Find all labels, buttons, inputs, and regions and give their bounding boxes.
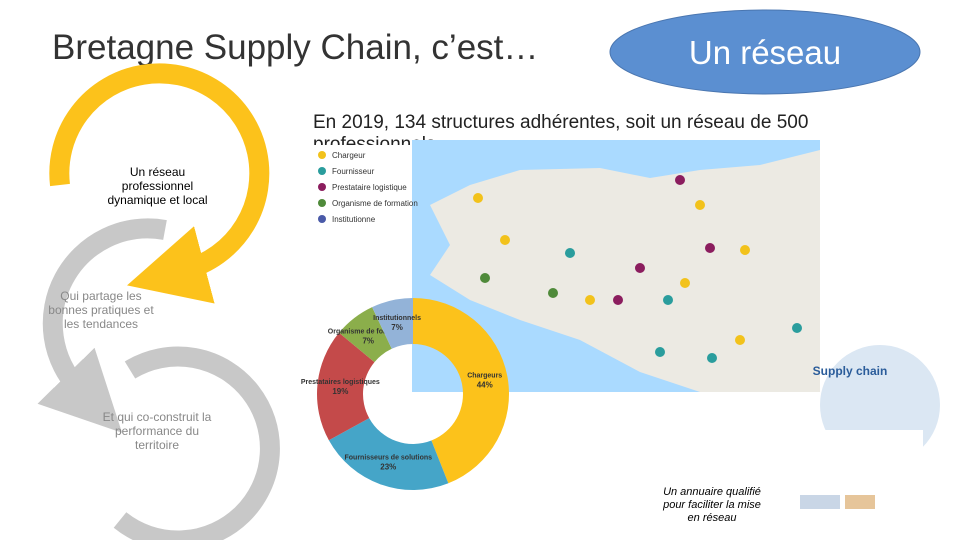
- legend-label: Chargeur: [332, 151, 366, 160]
- caption: Un annuaire qualifié pour faciliter la m…: [663, 486, 761, 524]
- logo: [793, 345, 940, 535]
- segment-value: 7%: [391, 323, 403, 332]
- slide-title: Bretagne Supply Chain, c’est…: [52, 28, 539, 67]
- legend-marker: [318, 215, 326, 223]
- cycle-text: Qui partage les bonnes pratiques et les …: [48, 289, 154, 331]
- segment-label: Prestataires logistiques: [301, 379, 380, 386]
- badge: [609, 9, 921, 95]
- legend-marker: [318, 167, 326, 175]
- cycle-arrow: [37, 218, 167, 433]
- legend-label: Institutionne: [332, 215, 376, 224]
- legend-label: Fournisseur: [332, 167, 375, 176]
- legend-marker: [318, 183, 326, 191]
- segment-label: Fournisseurs de solutions: [345, 455, 433, 462]
- legend-label: Prestataire logistique: [332, 183, 407, 192]
- cycle-arrow: [113, 346, 280, 540]
- donut-segment: [328, 418, 449, 490]
- legend-label: Organisme de formation: [332, 199, 418, 208]
- map: [310, 140, 820, 392]
- legend-marker: [318, 199, 326, 207]
- segment-label: Organisme de formation: [328, 328, 409, 335]
- donut-segment: [372, 298, 413, 349]
- logo-text: Supply chain: [813, 364, 888, 378]
- segment-value: 44%: [477, 380, 493, 389]
- donut-segment: [317, 332, 375, 441]
- segment-label: Chargeurs: [467, 372, 502, 379]
- donut-segment: [413, 298, 510, 484]
- cycle-text: Et qui co-construit la performance du te…: [102, 410, 212, 452]
- cycle-text: Un réseau professionnel dynamique et loc…: [107, 165, 208, 207]
- segment-value: 23%: [380, 463, 396, 472]
- segment-value: 7%: [362, 336, 374, 345]
- segment-label: Institutionnels: [373, 315, 421, 322]
- badge-text: Un réseau: [689, 34, 841, 71]
- segment-value: 19%: [332, 387, 348, 396]
- donut-segment: [339, 307, 392, 363]
- cycle-arrow: [49, 63, 270, 304]
- legend-marker: [318, 151, 326, 159]
